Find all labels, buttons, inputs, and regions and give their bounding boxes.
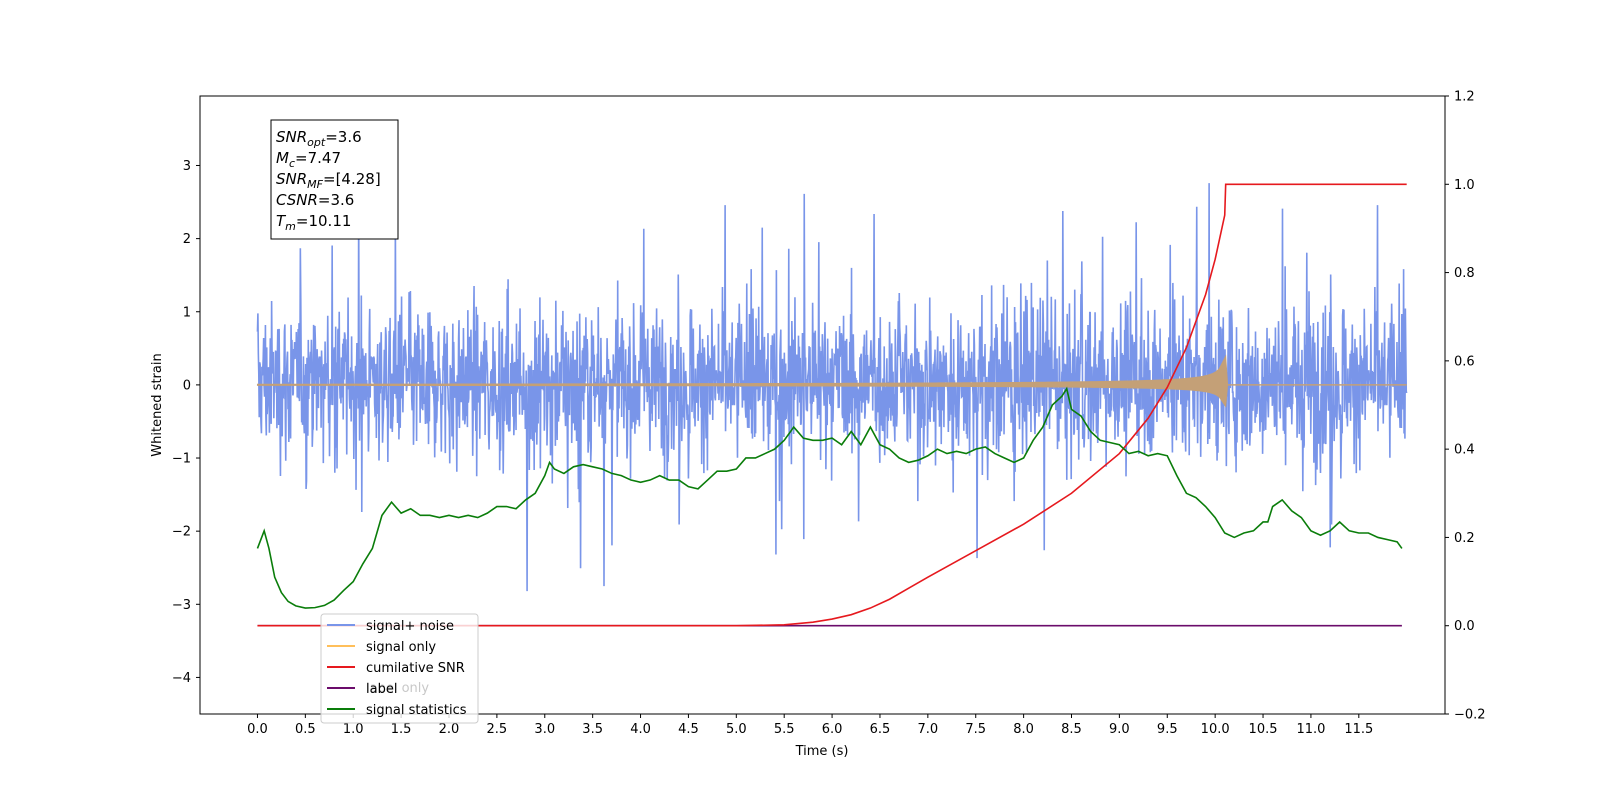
x-tick-label: 10.0 xyxy=(1201,722,1230,737)
x-tick-label: 3.0 xyxy=(534,722,555,737)
x-tick-label: 9.0 xyxy=(1109,722,1130,737)
x-tick-label: 11.5 xyxy=(1344,722,1373,737)
y-axis-ticks: −4 −3 −2 −1 0 1 2 3 xyxy=(172,159,200,686)
y-tick-label: 0 xyxy=(183,378,191,393)
x-tick-label: 10.5 xyxy=(1249,722,1278,737)
y2-axis-ticks: −0.2 0.0 0.2 0.4 0.6 0.8 1.0 1.2 xyxy=(1445,90,1486,723)
y-tick-label: 2 xyxy=(183,232,191,247)
y-tick-label: 1 xyxy=(183,305,191,320)
x-axis-label: Time (s) xyxy=(795,744,849,759)
signal-noise-series xyxy=(256,183,1408,592)
x-tick-label: 2.5 xyxy=(487,722,508,737)
legend-frame xyxy=(320,613,479,724)
signal-only-envelope xyxy=(256,354,1229,408)
annotation-line: Mc=7.47 xyxy=(276,149,341,170)
legend: label only signal+ noise signal only cumila… xyxy=(320,613,479,724)
legend-ghost-text: label only xyxy=(366,681,429,696)
y2-tick-label: 0.4 xyxy=(1454,443,1475,458)
x-tick-label: 1.5 xyxy=(391,722,412,737)
cumilative-snr-line xyxy=(257,183,1407,627)
x-tick-label: 5.5 xyxy=(774,722,795,737)
x-tick-label: 5.0 xyxy=(726,722,747,737)
y2-tick-label: 1.0 xyxy=(1454,178,1475,193)
y-tick-label: −3 xyxy=(172,598,191,613)
y2-tick-label: 0.6 xyxy=(1454,354,1475,369)
y-tick-label: −1 xyxy=(172,452,191,467)
x-tick-label: 4.0 xyxy=(630,722,651,737)
annotation-line: SNRopt=3.6 xyxy=(276,128,362,149)
y2-tick-label: 1.2 xyxy=(1454,90,1475,105)
x-tick-label: 7.0 xyxy=(918,722,939,737)
annotation-line: SNRMF=[4.28] xyxy=(276,170,381,191)
signal-noise-line xyxy=(256,183,1408,592)
annotation-line: Tm=10.11 xyxy=(276,212,351,233)
y2-tick-label: −0.2 xyxy=(1454,708,1486,723)
x-tick-label: 3.5 xyxy=(582,722,603,737)
y-tick-label: −2 xyxy=(172,525,191,540)
x-tick-label: 8.0 xyxy=(1013,722,1034,737)
x-axis-ticks: 0.0 0.5 1.0 1.5 2.0 2.5 3.0 3.5 4.0 4.5 5.0 5.5 6.0 6… xyxy=(247,714,1373,737)
x-tick-label: 2.0 xyxy=(439,722,460,737)
legend-item-label: signal only xyxy=(366,640,436,655)
x-tick-label: 0.5 xyxy=(295,722,316,737)
legend-item-label: label xyxy=(366,682,397,697)
plot-frame xyxy=(199,95,1446,715)
signal-only-series xyxy=(256,354,1407,408)
x-tick-label: 4.5 xyxy=(678,722,699,737)
y2-tick-label: 0.0 xyxy=(1454,619,1475,634)
legend-item-label: signal statistics xyxy=(366,703,467,718)
annotation-frame xyxy=(270,119,399,240)
legend-item-label: signal+ noise xyxy=(366,619,454,634)
y-tick-label: 3 xyxy=(183,159,191,174)
signal-statistics-line xyxy=(256,386,1403,609)
x-tick-label: 9.5 xyxy=(1157,722,1178,737)
y-tick-label: −4 xyxy=(172,671,191,686)
x-tick-label: 1.0 xyxy=(343,722,364,737)
y2-tick-label: 0.8 xyxy=(1454,266,1475,281)
x-tick-label: 7.5 xyxy=(965,722,986,737)
annotation-line: CSNR=3.6 xyxy=(276,191,354,209)
x-tick-label: 11.0 xyxy=(1296,722,1325,737)
x-tick-label: 8.5 xyxy=(1061,722,1082,737)
legend-item-label: cumilative SNR xyxy=(366,661,465,676)
y-axis-label: Whitened strain xyxy=(150,353,165,456)
x-tick-label: 0.0 xyxy=(247,722,268,737)
y2-tick-label: 0.2 xyxy=(1454,531,1475,546)
x-tick-label: 6.5 xyxy=(870,722,891,737)
x-tick-label: 6.0 xyxy=(822,722,843,737)
